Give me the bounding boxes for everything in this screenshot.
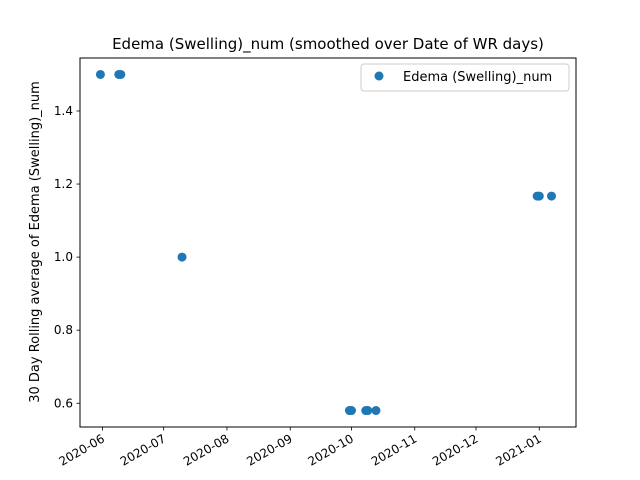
y-tick-label: 1.2 — [54, 177, 73, 191]
legend-entry-label: Edema (Swelling)_num — [403, 70, 552, 85]
data-point — [177, 252, 187, 262]
legend-marker-icon — [374, 71, 384, 81]
y-axis: 0.6 0.8 1.0 1.2 1.4 — [54, 104, 80, 410]
data-point — [116, 69, 126, 79]
y-tick-label: 1.0 — [54, 250, 73, 264]
y-tick-label: 0.6 — [54, 396, 73, 410]
scatter-points — [95, 69, 557, 416]
data-point — [346, 406, 356, 416]
y-tick-label: 0.8 — [54, 323, 73, 337]
y-tick-label: 1.4 — [54, 104, 73, 118]
legend-box — [360, 63, 570, 92]
data-point — [371, 406, 381, 416]
data-point — [534, 191, 544, 201]
data-point — [363, 406, 373, 416]
data-point — [547, 191, 557, 201]
legend: Edema (Swelling)_num — [360, 63, 570, 92]
data-point — [95, 69, 105, 79]
plot-frame — [79, 57, 577, 428]
chart-title: Edema (Swelling)_num (smoothed over Date… — [112, 35, 544, 54]
y-axis-label: 30 Day Rolling average of Edema (Swellin… — [28, 81, 43, 403]
